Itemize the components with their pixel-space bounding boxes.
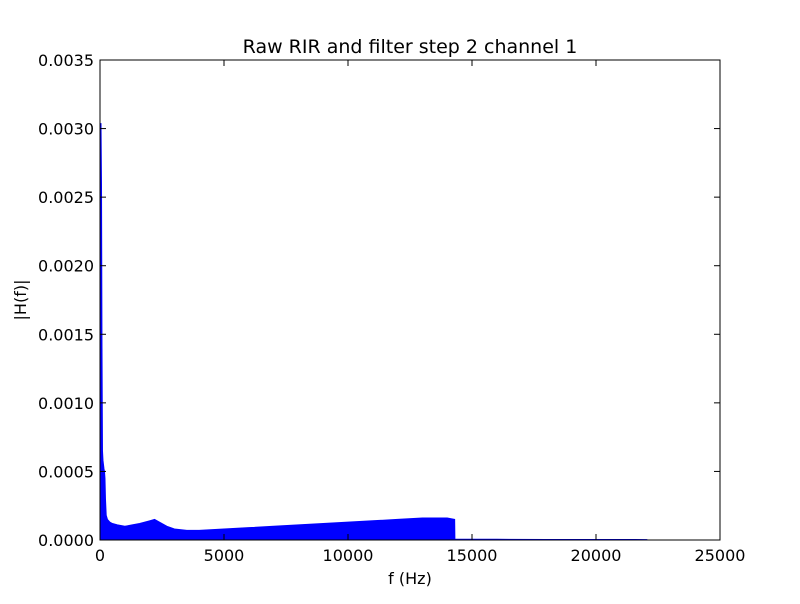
- chart-title: Raw RIR and filter step 2 channel 1: [243, 36, 578, 58]
- x-tick-label: 10000: [323, 546, 374, 565]
- x-tick-label: 5000: [204, 546, 245, 565]
- y-tick-label: 0.0025: [38, 188, 94, 207]
- axes-frame: [99, 59, 721, 541]
- y-tick-label: 0.0030: [38, 120, 94, 139]
- x-axis-label: f (Hz): [388, 569, 432, 588]
- plot-area: [100, 123, 648, 540]
- y-tick-label: 0.0035: [38, 51, 94, 70]
- y-tick-label: 0.0010: [38, 394, 94, 413]
- axes: 0 5000 10000 15000 20000 25000 0.0000 0.0005 0.0…: [38, 51, 745, 565]
- spectrum-series-1: [100, 123, 648, 540]
- y-tick-label: 0.0000: [38, 531, 94, 550]
- x-tick-label: 20000: [571, 546, 622, 565]
- x-tick-label: 0: [95, 546, 105, 565]
- x-tick-label: 25000: [695, 546, 746, 565]
- x-tick-label: 15000: [447, 546, 498, 565]
- y-tick-label: 0.0005: [38, 462, 94, 481]
- y-tick-label: 0.0015: [38, 325, 94, 344]
- y-tick-label: 0.0020: [38, 257, 94, 276]
- y-axis-label: |H(f)|: [11, 280, 30, 321]
